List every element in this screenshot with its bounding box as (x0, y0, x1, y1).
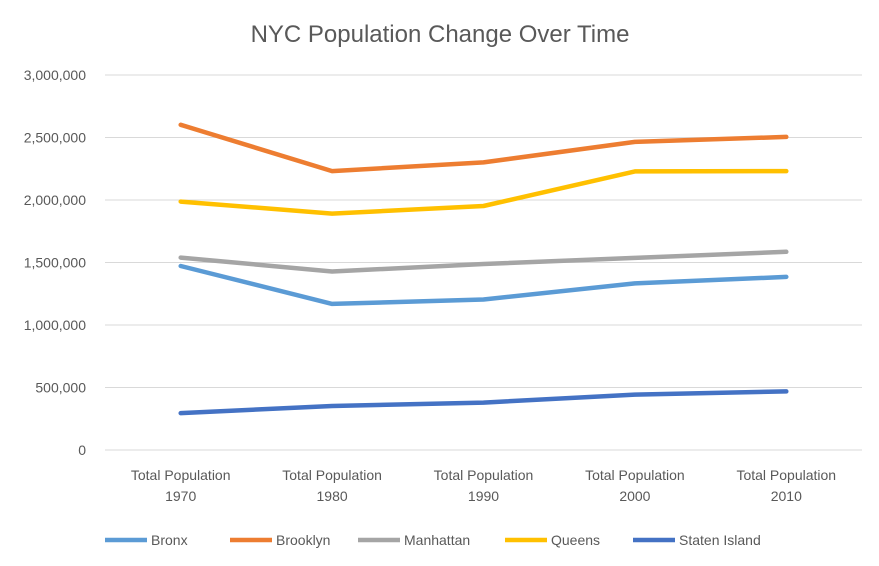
y-tick-label: 1,500,000 (24, 255, 86, 271)
series-line-brooklyn (178, 122, 789, 174)
y-axis-tick-labels: 0 500,000 1,000,000 1,500,000 2,000,000 2,500… (24, 67, 87, 458)
legend-label-staten-island: Staten Island (679, 532, 761, 548)
x-tick-label: Total Population 2000 (585, 467, 685, 504)
legend-label-manhattan: Manhattan (404, 532, 470, 548)
legend-label-queens: Queens (551, 532, 600, 548)
series-line-queens (178, 168, 789, 216)
y-tick-label: 500,000 (35, 380, 86, 396)
x-tick-label: Total Population 2010 (736, 467, 836, 504)
y-tick-label: 2,000,000 (24, 192, 86, 208)
y-tick-label: 1,000,000 (24, 317, 86, 333)
series-lines (178, 122, 789, 416)
legend-label-bronx: Bronx (151, 532, 188, 548)
y-tick-label: 0 (78, 442, 86, 458)
x-axis-tick-labels: Total Population 1970 Total Population 1980… (131, 467, 836, 504)
x-tick-label: Total Population 1980 (282, 467, 382, 504)
x-tick-label: Total Population 1970 (131, 467, 231, 504)
y-tick-label: 2,500,000 (24, 130, 86, 146)
chart-title: NYC Population Change Over Time (251, 21, 630, 48)
y-tick-label: 3,000,000 (24, 67, 86, 83)
series-line-bronx (178, 263, 789, 307)
x-tick-label: Total Population 1990 (434, 467, 534, 504)
series-line-manhattan (178, 249, 789, 274)
series-line-staten-island (178, 389, 789, 416)
legend: Bronx Brooklyn Manhattan Queens Staten Islan… (105, 532, 761, 548)
legend-label-brooklyn: Brooklyn (276, 532, 330, 548)
